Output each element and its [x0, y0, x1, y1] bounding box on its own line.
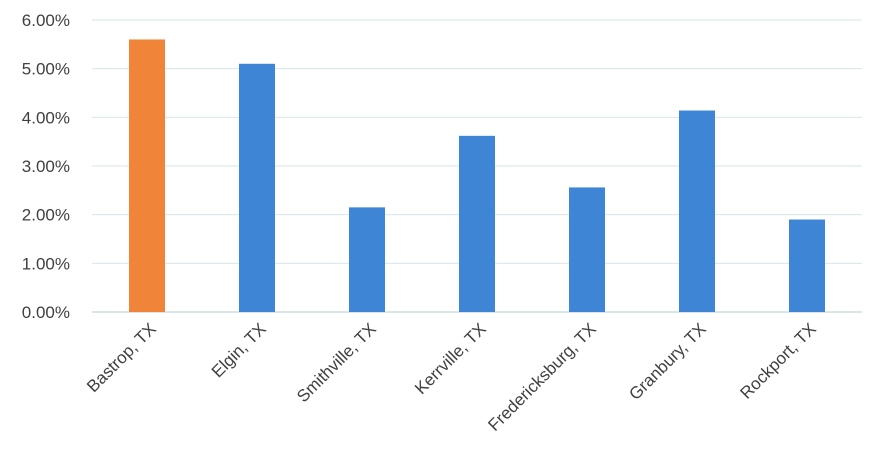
x-axis-category-labels: Bastrop, TX Elgin, TX Smithville, TX Kerrvi…: [83, 319, 820, 434]
y-tick-label: 6.00%: [22, 11, 70, 30]
y-tick-label: 4.00%: [22, 108, 70, 127]
x-category-label: Bastrop, TX: [83, 319, 160, 396]
x-category-label: Rockport, TX: [736, 319, 819, 402]
bars: [129, 39, 825, 313]
gridlines: [92, 19, 862, 313]
y-tick-label: 0.00%: [22, 303, 70, 322]
bar: [349, 207, 385, 312]
x-category-label: Smithville, TX: [293, 319, 380, 406]
y-tick-label: 2.00%: [22, 206, 70, 225]
bar: [679, 110, 715, 313]
x-category-label: Kerrville, TX: [411, 319, 490, 398]
x-category-label: Fredericksburg, TX: [484, 319, 599, 434]
bar: [239, 63, 275, 312]
y-tick-label: 5.00%: [22, 60, 70, 79]
y-tick-label: 3.00%: [22, 157, 70, 176]
bar: [129, 39, 165, 312]
bar: [789, 219, 825, 312]
bar: [459, 135, 495, 312]
y-tick-label: 1.00%: [22, 254, 70, 273]
x-category-label: Elgin, TX: [208, 319, 270, 381]
y-axis-tick-labels: 0.00% 1.00% 2.00% 3.00% 4.00% 5.00% 6.00%: [22, 11, 70, 322]
bar: [569, 187, 605, 312]
x-category-label: Granbury, TX: [625, 319, 709, 403]
